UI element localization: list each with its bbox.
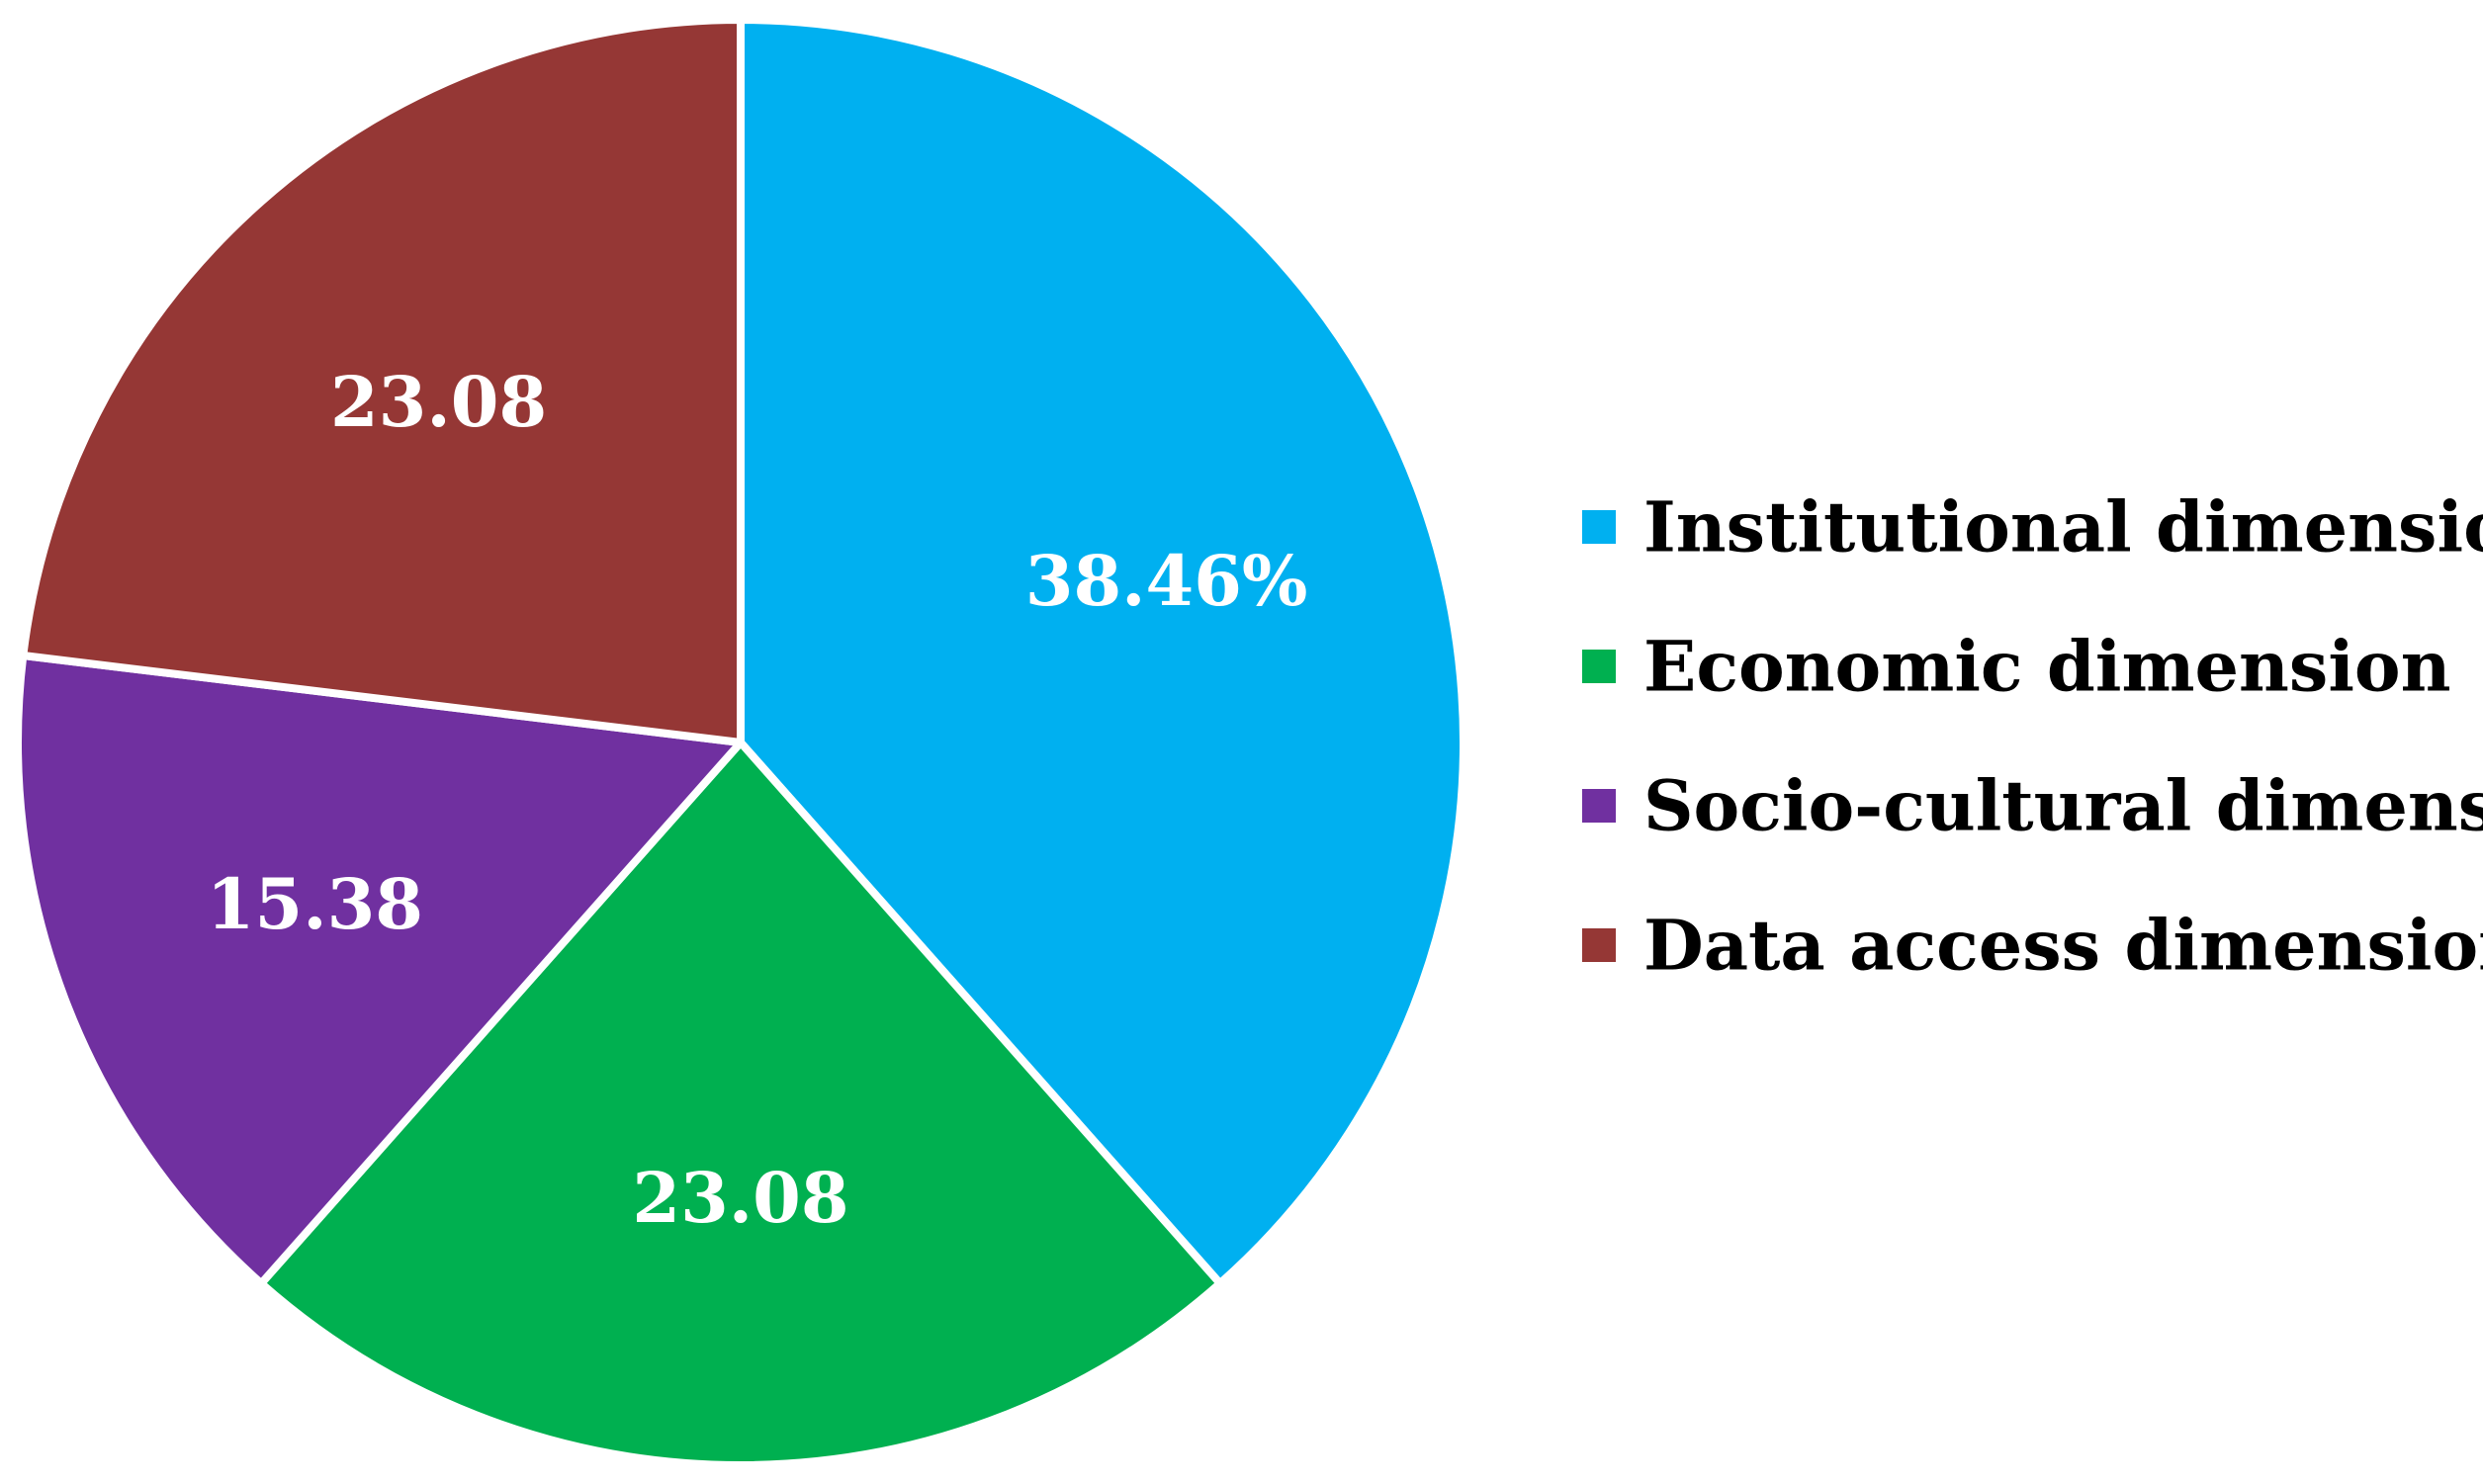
data-label-socio-cultural-dimension: 15.38 [207, 863, 423, 945]
data-label-data-access-dimension: 23.08 [330, 361, 547, 443]
pie-slices [14, 16, 1467, 1469]
legend-swatch-socio-cultural-dimension [1582, 789, 1616, 823]
data-label-institutional-dimension: 38.46% [1025, 540, 1308, 622]
legend-label-economic-dimension: Economic dimension [1643, 626, 2451, 708]
legend-swatch-data-access-dimension [1582, 928, 1616, 962]
legend: Institutional dimension Economic dimensio… [1582, 486, 2483, 987]
legend-swatch-economic-dimension [1582, 650, 1616, 683]
legend-swatch-institutional-dimension [1582, 510, 1616, 544]
legend-label-data-access-dimension: Data access dimension [1643, 905, 2483, 987]
pie-slice-labels: 38.46% 23.08 15.38 23.08 [207, 361, 1308, 1239]
data-label-economic-dimension: 23.08 [632, 1157, 848, 1239]
pie-slice-economic-dimension [257, 739, 1224, 1469]
pie-slice-institutional-dimension [737, 16, 1467, 1288]
legend-label-institutional-dimension: Institutional dimension [1643, 486, 2483, 568]
legend-label-socio-cultural-dimension: Socio-cultural dimension [1643, 765, 2483, 847]
pie-slice-socio-cultural-dimension [14, 652, 745, 1288]
pie-slice-data-access-dimension [19, 16, 745, 746]
